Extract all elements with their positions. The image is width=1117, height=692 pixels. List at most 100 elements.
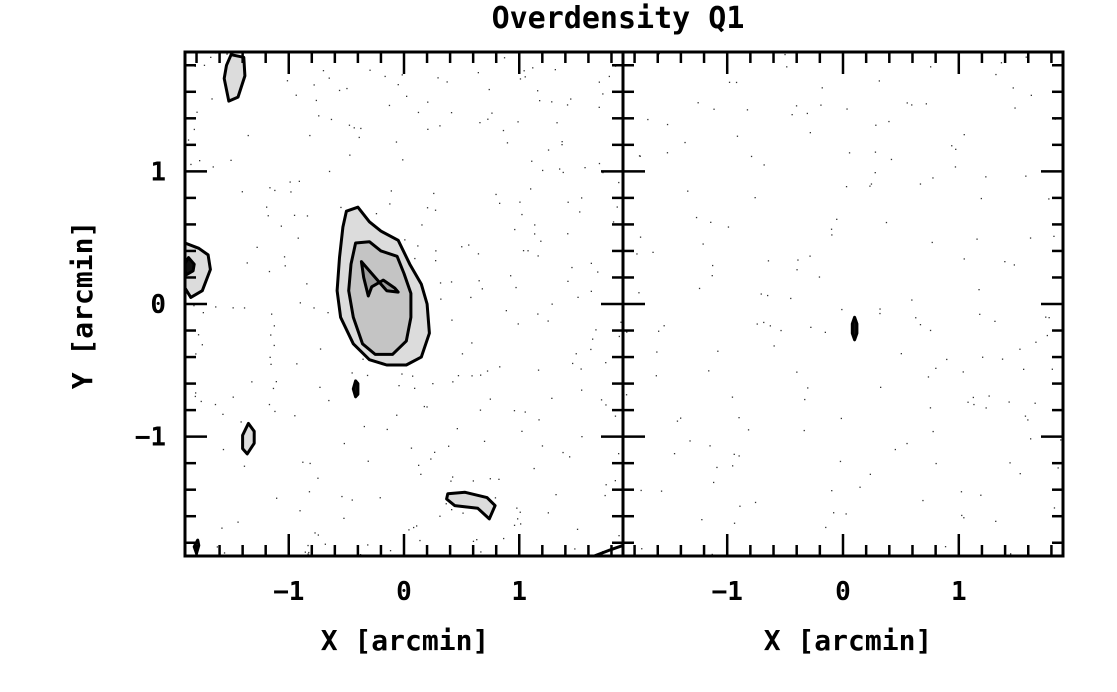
background-point bbox=[1012, 87, 1014, 89]
background-point bbox=[499, 202, 501, 204]
background-point bbox=[421, 224, 423, 226]
background-point bbox=[713, 481, 715, 484]
background-point bbox=[833, 512, 835, 514]
background-point bbox=[315, 99, 317, 102]
background-point bbox=[602, 93, 604, 95]
background-point bbox=[289, 181, 291, 183]
background-point bbox=[193, 305, 195, 307]
background-point bbox=[736, 135, 739, 137]
background-point bbox=[733, 453, 735, 455]
background-point bbox=[506, 142, 509, 144]
background-point bbox=[427, 128, 429, 130]
background-point bbox=[830, 228, 833, 230]
background-point bbox=[978, 289, 980, 291]
background-point bbox=[309, 134, 311, 137]
background-point bbox=[456, 428, 458, 430]
background-point bbox=[351, 372, 353, 374]
background-point bbox=[763, 321, 765, 324]
background-point bbox=[540, 240, 542, 242]
background-point bbox=[786, 66, 788, 68]
background-point bbox=[216, 546, 218, 548]
background-point bbox=[437, 77, 439, 79]
background-point bbox=[328, 170, 331, 173]
background-point bbox=[427, 101, 429, 103]
background-point bbox=[929, 407, 932, 409]
background-point bbox=[874, 151, 877, 153]
background-point bbox=[980, 197, 982, 200]
background-point bbox=[652, 251, 654, 253]
background-point bbox=[979, 313, 981, 315]
background-point bbox=[276, 497, 278, 499]
background-point bbox=[791, 114, 793, 116]
background-point bbox=[451, 509, 453, 511]
background-point bbox=[404, 239, 406, 241]
background-point bbox=[389, 550, 392, 552]
background-point bbox=[293, 214, 296, 216]
background-point bbox=[575, 353, 577, 355]
background-point bbox=[711, 553, 713, 556]
background-point bbox=[618, 453, 620, 455]
contour-line bbox=[241, 421, 256, 456]
background-point bbox=[367, 460, 369, 462]
background-point bbox=[875, 124, 877, 126]
background-point bbox=[963, 517, 965, 519]
background-point bbox=[537, 369, 540, 371]
background-point bbox=[486, 370, 489, 372]
background-point bbox=[598, 106, 600, 108]
background-point bbox=[597, 271, 599, 273]
background-point bbox=[328, 77, 330, 79]
background-point bbox=[773, 345, 775, 347]
background-point bbox=[294, 415, 296, 417]
background-point bbox=[270, 363, 272, 365]
background-point bbox=[1025, 175, 1027, 177]
background-point bbox=[423, 405, 425, 408]
background-point bbox=[468, 244, 470, 246]
background-point bbox=[309, 462, 311, 465]
x-tick-label: 0 bbox=[396, 577, 412, 607]
background-point bbox=[1014, 107, 1016, 109]
background-point bbox=[267, 215, 269, 217]
background-point bbox=[767, 260, 770, 262]
background-point bbox=[638, 292, 640, 294]
background-point bbox=[520, 523, 522, 525]
background-point bbox=[534, 224, 536, 226]
background-point bbox=[845, 513, 847, 515]
background-point bbox=[319, 348, 322, 350]
background-point bbox=[551, 303, 553, 305]
background-point bbox=[435, 260, 437, 262]
background-point bbox=[605, 484, 607, 486]
background-point bbox=[297, 237, 299, 239]
background-point bbox=[919, 183, 922, 185]
background-point bbox=[1053, 507, 1056, 509]
panel-frame bbox=[621, 50, 1065, 558]
background-point bbox=[190, 163, 192, 166]
background-point bbox=[592, 338, 594, 340]
background-point bbox=[767, 294, 769, 297]
background-point bbox=[451, 319, 453, 321]
background-point bbox=[390, 190, 392, 192]
x-tick-label: 1 bbox=[951, 577, 967, 607]
background-point bbox=[845, 186, 848, 188]
background-point bbox=[663, 325, 665, 327]
background-point bbox=[538, 419, 540, 421]
background-point bbox=[398, 385, 400, 387]
background-point bbox=[1053, 235, 1055, 237]
background-point bbox=[739, 505, 741, 507]
background-point bbox=[521, 430, 523, 432]
background-point bbox=[784, 53, 786, 56]
background-point bbox=[906, 102, 908, 104]
background-point bbox=[280, 225, 282, 227]
background-point bbox=[982, 356, 984, 358]
background-point bbox=[519, 201, 521, 203]
background-point bbox=[820, 104, 822, 106]
background-point bbox=[214, 403, 217, 406]
background-point bbox=[349, 154, 351, 156]
background-point bbox=[450, 281, 453, 283]
x-tick-label: 0 bbox=[835, 577, 851, 607]
background-point bbox=[510, 275, 512, 277]
background-point bbox=[268, 403, 271, 406]
background-point bbox=[879, 308, 881, 310]
background-point bbox=[494, 497, 497, 499]
background-point bbox=[271, 313, 273, 315]
background-point bbox=[388, 104, 391, 107]
